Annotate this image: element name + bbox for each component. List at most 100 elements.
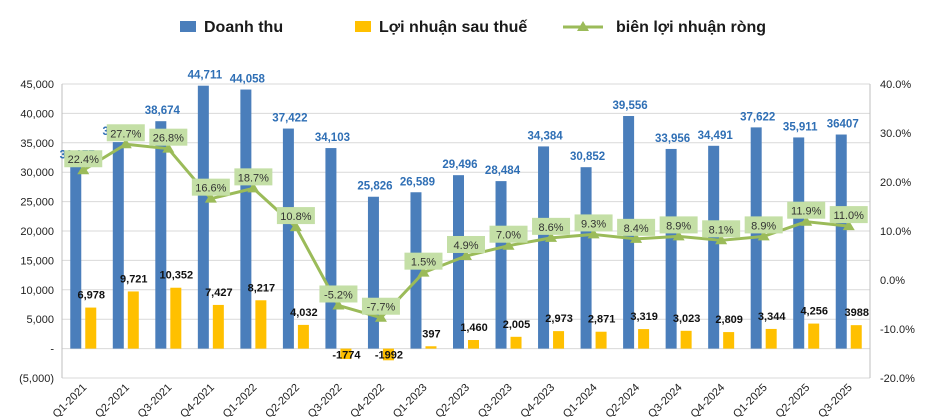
margin-point (502, 239, 515, 250)
margin-point (842, 220, 855, 231)
right-tick-label: 30.0% (880, 128, 911, 140)
margin-label-background (702, 220, 741, 238)
revenue-value-label: 34,384 (527, 130, 563, 142)
revenue-value-label: 36407 (827, 119, 859, 131)
margin-point (204, 192, 217, 203)
profit-bar (425, 346, 437, 349)
x-tick-label: Q4-2024 (689, 382, 728, 419)
x-tick-label: Q2-2023 (433, 382, 472, 419)
profit-value-label: 3,023 (673, 313, 701, 325)
profit-value-label: 9,721 (120, 273, 148, 285)
profit-bar (255, 300, 267, 349)
x-tick-label: Q3-2023 (476, 382, 515, 419)
revenue-value-label: 44,711 (188, 70, 223, 82)
revenue-value-label: 38,674 (145, 105, 181, 117)
x-tick-label: Q2-2025 (774, 382, 813, 419)
margin-point (332, 299, 345, 310)
revenue-bar (282, 128, 294, 349)
margin-value-label: 10.8% (280, 211, 311, 223)
x-tick-label: Q4-2023 (518, 382, 557, 419)
revenue-bar (793, 137, 805, 349)
profit-bar (553, 331, 565, 349)
revenue-value-label: 35,911 (783, 121, 818, 133)
margin-point (77, 164, 90, 175)
revenue-bar (325, 148, 337, 349)
profit-bar (765, 328, 777, 349)
margin-value-label: 22.4% (68, 154, 99, 166)
legend: Doanh thu Lợi nhuận sau thuế biên lợi nh… (180, 19, 766, 36)
right-tick-label: 0.0% (880, 275, 905, 287)
margin-label-background (361, 297, 400, 315)
margin-label-background (191, 178, 230, 196)
revenue-value-label: 28,484 (485, 165, 521, 177)
profit-bar (723, 332, 735, 349)
margin-value-label: 1.5% (411, 257, 436, 269)
revenue-bar (453, 175, 464, 349)
margin-value-label: 8.1% (709, 224, 734, 236)
profit-value-label: 10,352 (159, 270, 193, 282)
revenue-bar (580, 167, 592, 349)
legend-label-margin: biên lợi nhuận ròng (616, 19, 766, 36)
margin-value-label: 8.6% (539, 222, 564, 234)
margin-point (162, 142, 175, 153)
right-tick-label: 20.0% (880, 177, 911, 189)
revenue-bar (197, 85, 209, 349)
data-labels: 31,1776,97822.4%35,1189,72127.7%38,67410… (60, 70, 869, 362)
margin-point (374, 311, 387, 322)
margin-label-background (489, 225, 528, 243)
margin-value-label: 18.7% (238, 172, 269, 184)
margin-value-label: 11.0% (834, 210, 865, 222)
profit-value-label: 2,973 (545, 313, 573, 325)
revenue-value-label: 25,826 (357, 181, 392, 193)
right-tick-label: -10.0% (880, 324, 915, 336)
profit-bar (680, 330, 692, 349)
x-tick-label: Q3-2024 (646, 382, 685, 419)
margin-value-label: 4.9% (453, 240, 478, 252)
left-tick-label: 20,000 (20, 226, 54, 238)
left-tick-label: - (50, 344, 54, 356)
margin-value-label: 27.7% (110, 128, 141, 140)
profit-bar (127, 291, 139, 349)
left-tick-label: 5,000 (26, 314, 54, 326)
margin-label-background (64, 150, 103, 168)
profit-value-label: 3988 (844, 307, 868, 319)
profit-bar (170, 287, 182, 349)
profit-bar (297, 324, 309, 349)
margin-point (800, 215, 813, 226)
x-tick-label: Q4-2022 (348, 382, 387, 419)
margin-label-background (659, 216, 698, 234)
left-tick-label: 30,000 (20, 167, 54, 179)
x-tick-label: Q1-2021 (51, 382, 90, 419)
profit-bar (468, 340, 479, 349)
revenue-value-label: 34,491 (698, 130, 734, 142)
profit-value-label: 397 (422, 328, 440, 340)
x-tick-label: Q4-2021 (178, 382, 217, 419)
x-tick-label: Q3-2021 (136, 382, 175, 419)
left-tick-label: (5,000) (19, 373, 54, 385)
x-tick-label: Q3-2025 (816, 382, 855, 419)
margin-label-background (447, 235, 485, 253)
right-tick-label: 10.0% (880, 226, 911, 238)
legend-swatch-profit (355, 21, 371, 32)
x-tick-label: Q1-2025 (731, 382, 770, 419)
revenue-value-label: 29,496 (442, 159, 477, 171)
x-tick-label: Q2-2024 (603, 382, 642, 419)
revenue-value-label: 37,622 (740, 111, 775, 123)
profit-bar (340, 348, 352, 360)
profit-bar (808, 323, 820, 349)
revenue-bar (835, 134, 847, 349)
profit-value-label: 8,217 (248, 282, 276, 294)
margin-line (77, 138, 855, 322)
margin-value-label: 9.3% (581, 218, 606, 230)
profit-bar (85, 307, 97, 349)
margin-point (417, 266, 430, 277)
margin-label-background (829, 206, 868, 224)
gridlines (62, 83, 870, 379)
profit-bar (638, 329, 650, 349)
left-tick-label: 25,000 (20, 197, 54, 209)
margin-value-label: 26.8% (153, 133, 184, 145)
profit-bar (382, 348, 394, 361)
margin-point (715, 234, 728, 245)
profit-bar (595, 331, 607, 349)
revenue-value-label: 34,103 (315, 132, 350, 144)
